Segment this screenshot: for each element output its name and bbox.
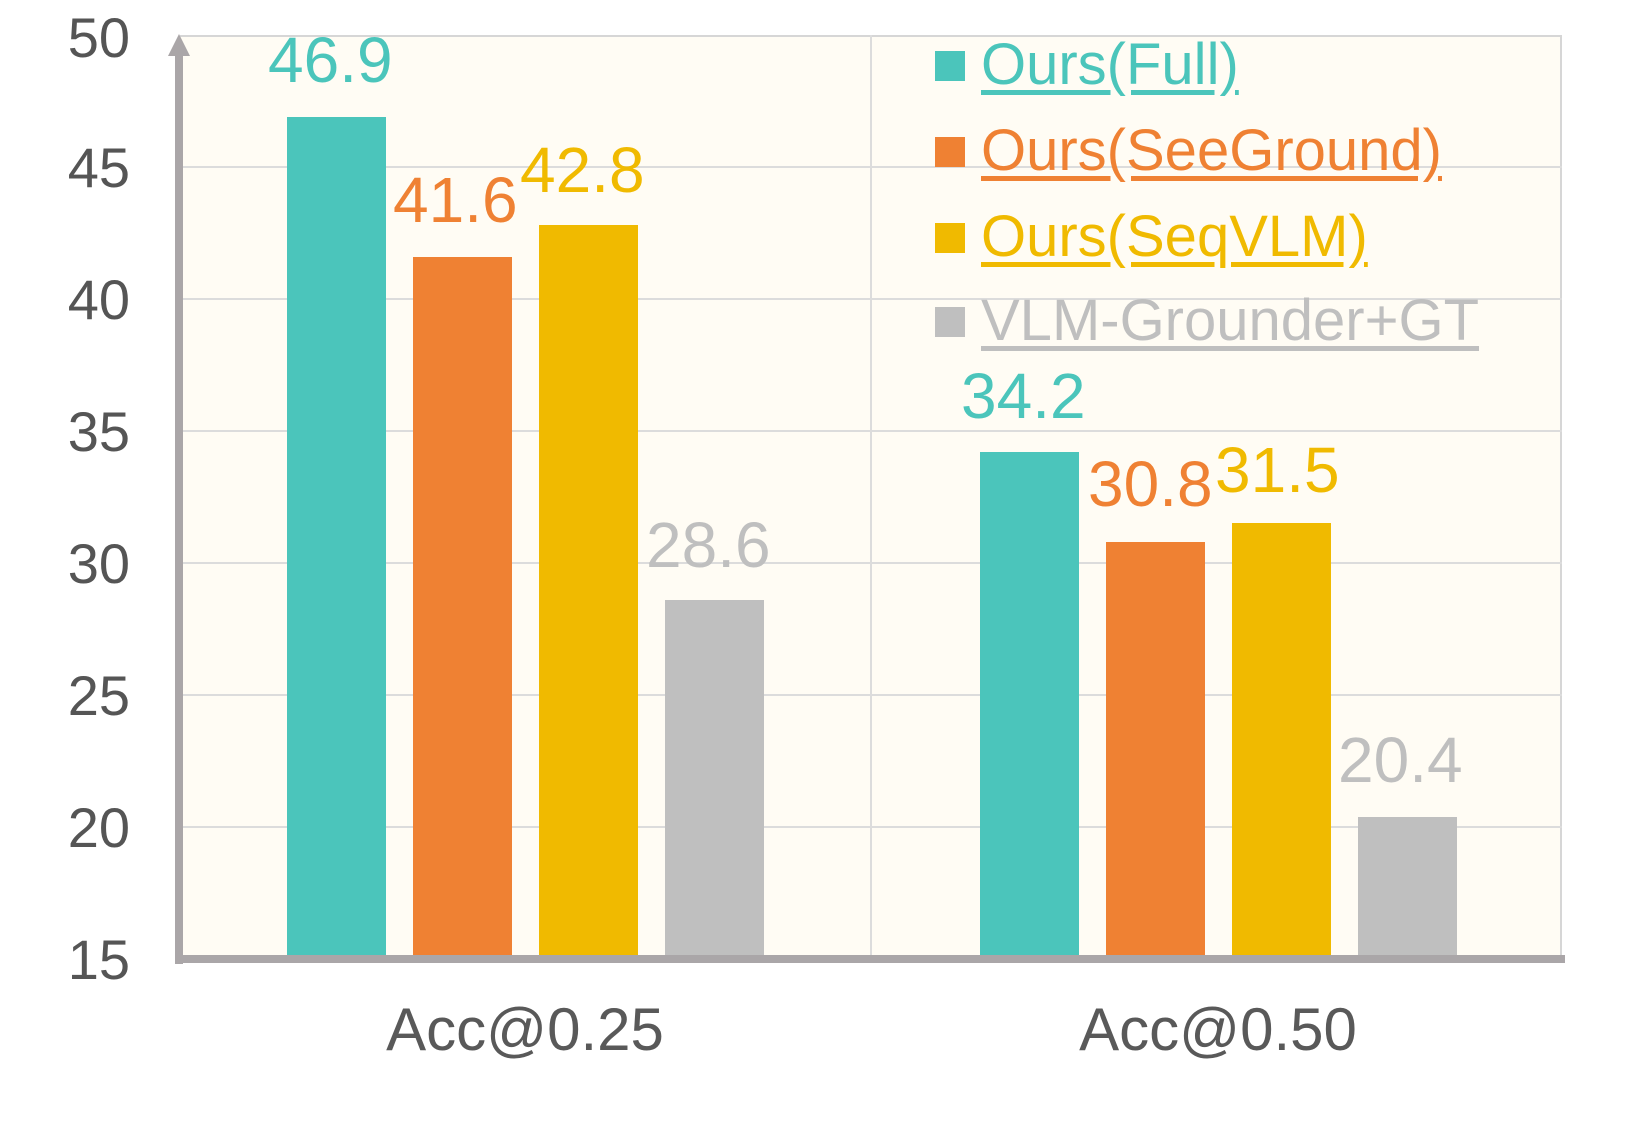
bar-vlm-grounder-gt-acc050 xyxy=(1358,817,1457,958)
bar-ours-full-acc050 xyxy=(980,452,1079,958)
data-label: 28.6 xyxy=(646,509,771,581)
ytick-label: 35 xyxy=(67,400,130,463)
y-axis-arrow-icon xyxy=(168,34,190,56)
legend-label: Ours(SeqVLM) xyxy=(981,204,1368,269)
bar-vlm-grounder-gt-acc025 xyxy=(665,600,764,958)
data-label: 42.8 xyxy=(520,134,645,206)
bar-ours-seqvlm-acc025 xyxy=(539,225,638,958)
ytick-label: 20 xyxy=(67,796,130,859)
data-label: 30.8 xyxy=(1088,448,1213,520)
ytick-label: 25 xyxy=(67,664,130,727)
category-separator xyxy=(870,35,872,958)
data-label: 20.4 xyxy=(1338,724,1463,796)
data-label: 31.5 xyxy=(1215,434,1340,506)
legend-swatch-icon xyxy=(935,137,965,167)
x-axis xyxy=(175,955,1565,963)
legend-swatch-icon xyxy=(935,51,965,81)
x-category-label: Acc@0.25 xyxy=(386,996,664,1063)
bar-ours-full-acc025 xyxy=(287,117,386,958)
legend-label: Ours(Full) xyxy=(981,32,1239,97)
legend-label: VLM-Grounder+GT xyxy=(981,288,1480,353)
ytick-label: 50 xyxy=(67,6,130,69)
bar-ours-seqvlm-acc050 xyxy=(1232,523,1331,958)
y-axis xyxy=(175,52,183,964)
legend-label: Ours(SeeGround) xyxy=(981,118,1442,183)
data-label: 41.6 xyxy=(393,164,518,236)
legend-swatch-icon xyxy=(935,307,965,337)
ytick-label: 40 xyxy=(67,268,130,331)
x-category-label: Acc@0.50 xyxy=(1079,996,1357,1063)
legend-swatch-icon xyxy=(935,223,965,253)
bar-ours-seeground-acc050 xyxy=(1106,542,1205,958)
data-label: 34.2 xyxy=(961,360,1086,432)
ytick-label: 30 xyxy=(67,532,130,595)
data-label: 46.9 xyxy=(268,24,393,96)
ytick-label: 15 xyxy=(67,928,130,991)
bar-ours-seeground-acc025 xyxy=(413,257,512,958)
ytick-label: 45 xyxy=(67,136,130,199)
